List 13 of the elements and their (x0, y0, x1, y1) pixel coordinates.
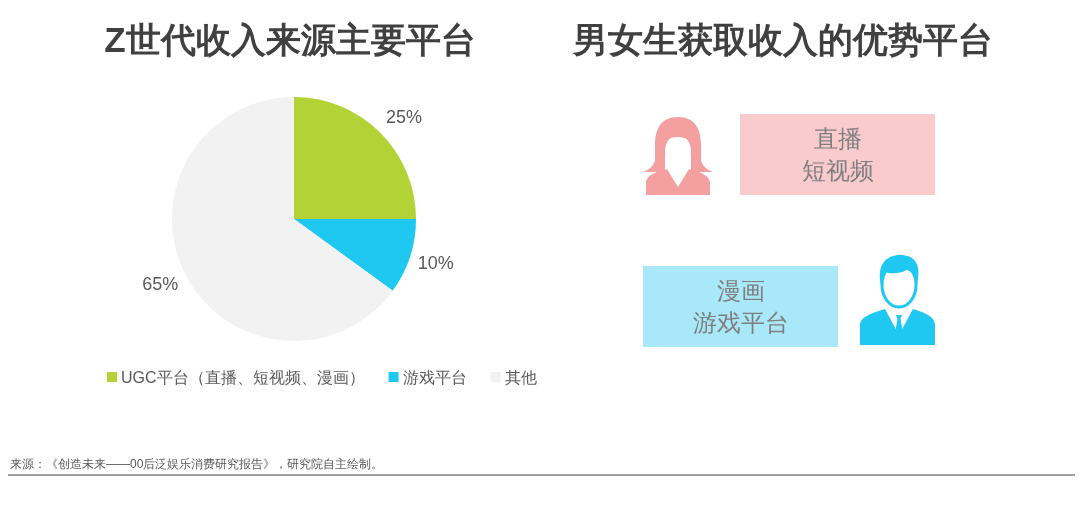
text: 漫画 (716, 276, 765, 304)
text: 游戏平台 (692, 308, 789, 336)
chart-title: Z世代收入来源主要平台 (104, 20, 476, 59)
legend-label: 其他 (504, 369, 537, 386)
data-label: 65% (142, 274, 179, 295)
legend-label: 游戏平台 (402, 369, 467, 386)
text: 直播 (813, 124, 862, 152)
data-label: 25% (385, 107, 422, 128)
data-label: 10% (417, 253, 454, 274)
text: 短视频 (801, 156, 874, 184)
text: 男女生获取收入的优势平台 (572, 20, 993, 59)
source-note: 来源：《创造未来——00后泛娱乐消费研究报告》，研究院自主绘制。 (10, 457, 384, 471)
legend-label: UGC平台（直播、短视频、漫画） (121, 369, 365, 386)
